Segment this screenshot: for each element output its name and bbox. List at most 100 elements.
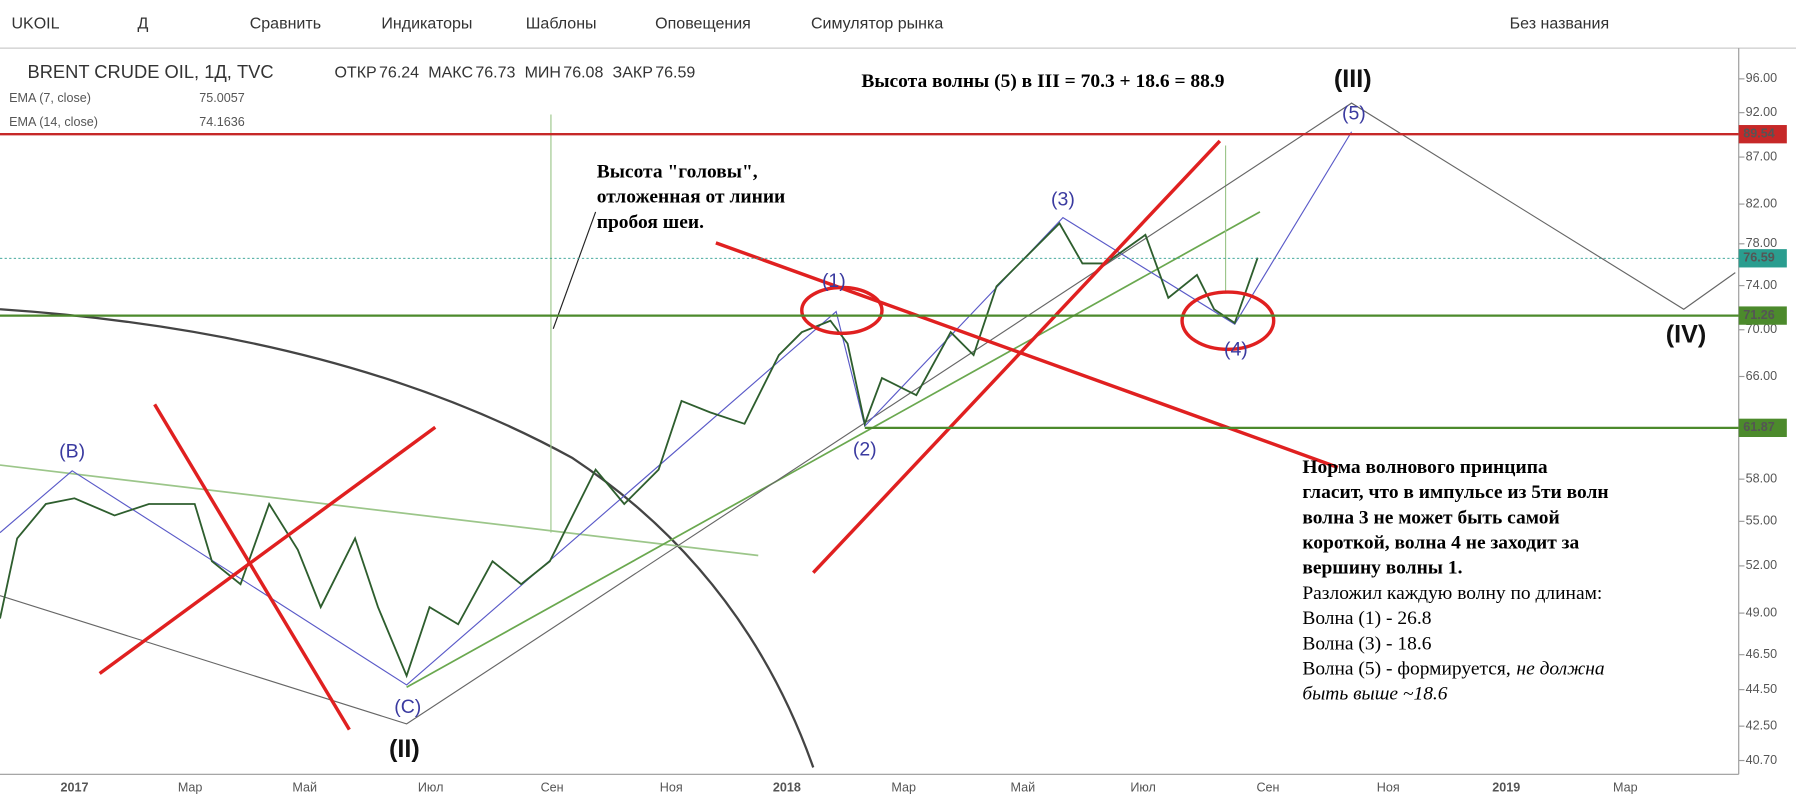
price-tick-label: 46.50 [1746, 647, 1777, 661]
trend-line [0, 464, 759, 557]
time-tick-label: Мар [891, 780, 916, 794]
indicator-name: EMA (7, close) [9, 91, 91, 105]
ohlc-label: ЗАКР [613, 64, 653, 82]
price-tick-label: 49.00 [1746, 605, 1777, 619]
price-tag [1738, 306, 1787, 325]
annotation: пробоя шеи. [597, 212, 704, 233]
price-tag [1738, 249, 1787, 268]
price-tick-label: 82.00 [1746, 196, 1777, 210]
annotation: быть выше ~18.6 [1302, 684, 1447, 705]
annotation: Высота волны (5) в III = 70.3 + 18.6 = 8… [861, 71, 1224, 92]
time-tick-label: Июл [418, 780, 444, 794]
price-tag [1738, 125, 1787, 144]
annotation: Волна (1) - 26.8 [1302, 608, 1431, 629]
red-ellipse [800, 285, 884, 336]
annotation: Волна (5) - формируется, [1302, 659, 1510, 680]
red-line [811, 139, 1222, 574]
time-tick-label: Июл [1130, 780, 1156, 794]
time-tick-label: Май [292, 780, 317, 794]
time-tick-label: Мар [1613, 780, 1638, 794]
wave-label: (B) [59, 441, 85, 463]
red-ellipse [1180, 290, 1276, 352]
price-tick-label: 87.00 [1746, 149, 1777, 163]
price-tick-label: 55.00 [1746, 514, 1777, 528]
price-line [0, 221, 1259, 679]
interval[interactable]: Д [137, 14, 148, 32]
price-tick-label: 70.00 [1746, 322, 1777, 336]
ohlc-value: 76.73 [475, 64, 515, 82]
wave-label: (3) [1051, 189, 1075, 211]
annotation: Разложил каждую волну по длинам: [1302, 583, 1602, 604]
wave-label: (4) [1224, 339, 1248, 361]
pointer-line [552, 211, 597, 329]
price-tag-label: 71.26 [1743, 308, 1774, 322]
time-tick-label: 2018 [773, 780, 801, 794]
price-tick-label: 74.00 [1746, 278, 1777, 292]
annotation: не должна [1516, 659, 1604, 680]
time-tick-label: Сен [1256, 780, 1279, 794]
price-tick-label: 42.50 [1746, 718, 1777, 732]
wave-label: (C) [394, 696, 421, 718]
toolbar-button[interactable]: Шаблоны [526, 14, 597, 32]
annotation: Волна (3) - 18.6 [1302, 633, 1431, 654]
wave-label: (2) [853, 438, 877, 460]
red-line [153, 403, 351, 731]
toolbar-button[interactable]: Сравнить [250, 14, 321, 32]
price-tag-label: 61.87 [1743, 420, 1774, 434]
price-tick-label: 52.00 [1746, 558, 1777, 572]
price-tag-label: 89.54 [1743, 127, 1774, 141]
indicator-value: 74.1636 [199, 115, 244, 129]
indicator-name: EMA (14, close) [9, 115, 98, 129]
time-tick-label: Сен [541, 780, 564, 794]
symbol[interactable]: UKOIL [11, 14, 59, 32]
drawings [0, 102, 1736, 768]
ohlc-value: 76.24 [379, 64, 419, 82]
price-tick-label: 96.00 [1746, 71, 1777, 85]
ohlc-label: МАКС [428, 64, 473, 82]
toolbar [0, 0, 1796, 49]
annotation: волна 3 не может быть самой [1302, 507, 1559, 528]
ohlc-label: ОТКР [334, 64, 376, 82]
price-tick-label: 44.50 [1746, 682, 1777, 696]
wave-label: (1) [822, 270, 846, 292]
red-line [98, 425, 437, 675]
annotation: Высота "головы", [597, 161, 758, 182]
time-tick-label: 2019 [1492, 780, 1520, 794]
toolbar-button[interactable]: Индикаторы [381, 14, 472, 32]
time-tick-label: Мар [178, 780, 203, 794]
price-tag [1738, 418, 1787, 438]
wave-label: (5) [1342, 103, 1366, 125]
layout-name[interactable]: Без названия [1510, 14, 1609, 32]
annotation: короткой, волна 4 не заходит за [1302, 533, 1579, 554]
annotation: гласит, что в импульсе из 5ти волн [1302, 482, 1608, 503]
annotation: вершину волны 1. [1302, 558, 1462, 579]
time-tick-label: Ноя [660, 780, 683, 794]
price-tick-label: 92.00 [1746, 105, 1777, 119]
ohlc-value: 76.59 [655, 64, 695, 82]
wave-label: (IV) [1666, 320, 1707, 348]
trend-line [406, 211, 1261, 689]
wave-label: (II) [389, 735, 420, 763]
price-tick-label: 78.00 [1746, 236, 1777, 250]
wave-line [0, 131, 1353, 686]
legend-title: BRENT CRUDE OIL, 1Д, TVC [27, 61, 273, 82]
wave-line [0, 102, 1736, 725]
price-tag-label: 76.59 [1743, 251, 1774, 265]
indicator-value: 75.0057 [199, 91, 244, 105]
ohlc-value: 76.08 [563, 64, 603, 82]
time-tick-label: Май [1011, 780, 1036, 794]
wave-label: (III) [1334, 65, 1372, 93]
toolbar-button[interactable]: Симулятор рынка [811, 14, 943, 32]
price-tick-label: 58.00 [1746, 471, 1777, 485]
red-line [715, 241, 1339, 469]
toolbar-button[interactable]: Оповещения [655, 14, 751, 32]
time-tick-label: Ноя [1377, 780, 1400, 794]
price-tick-label: 66.00 [1746, 369, 1777, 383]
curve [0, 308, 815, 768]
annotation: отложенная от линии [597, 187, 786, 208]
annotation: Норма волнового принципа [1302, 457, 1548, 478]
time-tick-label: 2017 [60, 780, 88, 794]
ohlc-label: МИН [525, 64, 561, 82]
price-tick-label: 40.70 [1746, 753, 1777, 767]
